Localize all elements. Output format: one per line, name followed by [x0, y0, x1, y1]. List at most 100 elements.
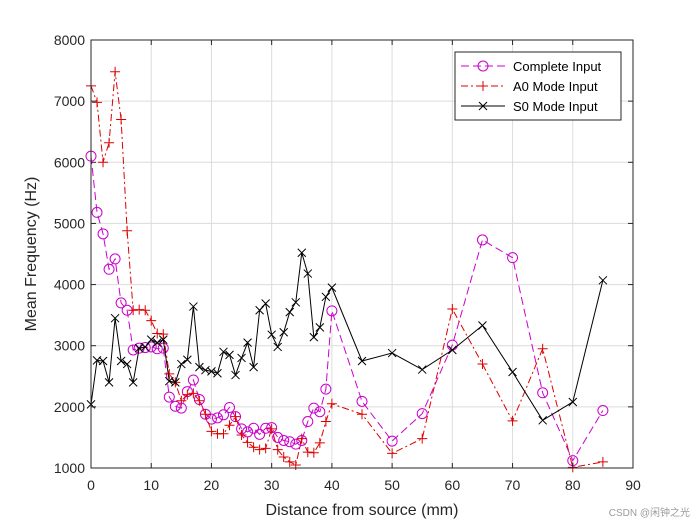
x-tick-label: 20: [204, 477, 220, 493]
data-point-s0-mode-input: [207, 367, 216, 376]
data-point-a0-mode-input: [296, 433, 307, 444]
data-point-a0-mode-input: [507, 415, 518, 426]
data-point-complete-input: [157, 342, 169, 354]
data-point-complete-input: [302, 416, 314, 428]
data-point-s0-mode-input: [598, 275, 608, 285]
x-tick-label: 90: [625, 477, 641, 493]
data-point-complete-input: [217, 409, 229, 421]
data-point-a0-mode-input: [122, 225, 133, 236]
data-point-a0-mode-input: [266, 423, 277, 434]
data-point-complete-input: [109, 253, 121, 265]
data-point-s0-mode-input: [261, 299, 270, 308]
data-point-a0-mode-input: [140, 305, 151, 316]
data-point-complete-input: [537, 387, 549, 399]
y-tick-label: 1000: [54, 460, 85, 476]
data-point-s0-mode-input: [176, 359, 186, 369]
data-point-a0-mode-input: [188, 388, 199, 399]
data-point-s0-mode-input: [122, 359, 132, 369]
x-tick-label: 40: [324, 477, 340, 493]
data-point-s0-mode-input: [219, 347, 228, 357]
x-tick-label: 50: [384, 477, 400, 493]
legend-label-a0-mode-input: A0 Mode Input: [513, 79, 598, 94]
y-tick-label: 7000: [54, 93, 85, 109]
data-point-s0-mode-input: [110, 313, 120, 323]
data-point-a0-mode-input: [206, 426, 217, 437]
data-point-complete-input: [386, 435, 398, 447]
data-point-a0-mode-input: [326, 398, 337, 409]
data-point-s0-mode-input: [291, 297, 301, 307]
data-point-s0-mode-input: [297, 248, 307, 258]
data-point-s0-mode-input: [303, 269, 313, 278]
legend-item-complete-input: Complete Input: [461, 59, 602, 74]
legend-item-s0-mode-input: S0 Mode Input: [461, 99, 598, 114]
data-point-s0-mode-input: [183, 355, 192, 365]
legend: Complete Input A0 Mode Input S0 Mode Input: [454, 51, 622, 121]
ticks: 0 10 20 30 40 50 60 70 80 90 1000 2000 3000 4000 5000 6…: [54, 32, 641, 493]
data-point-complete-input: [242, 426, 254, 438]
data-point-a0-mode-input: [302, 447, 313, 458]
data-point-s0-mode-input: [273, 342, 283, 352]
data-point-s0-mode-input: [195, 362, 204, 372]
y-tick-label: 3000: [54, 338, 85, 354]
legend-marker-a0-mode-input: [478, 81, 488, 91]
data-point-complete-input: [597, 405, 609, 417]
data-point-s0-mode-input: [357, 356, 367, 366]
data-point-a0-mode-input: [224, 420, 235, 431]
data-point-s0-mode-input: [249, 362, 258, 372]
data-point-complete-input: [103, 263, 115, 275]
data-point-s0-mode-input: [267, 330, 277, 340]
data-point-complete-input: [308, 402, 320, 414]
data-point-complete-input: [507, 252, 519, 264]
legend-marker-complete-input: [477, 60, 489, 72]
data-point-a0-mode-input: [116, 114, 127, 125]
data-point-complete-input: [169, 400, 181, 412]
data-point-a0-mode-input: [158, 329, 169, 340]
data-point-complete-input: [151, 343, 163, 355]
series-a0-mode-input: [86, 66, 608, 473]
data-point-a0-mode-input: [128, 305, 139, 316]
data-point-complete-input: [115, 297, 127, 309]
x-tick-label: 60: [445, 477, 461, 493]
data-point-a0-mode-input: [182, 389, 193, 400]
data-point-a0-mode-input: [176, 395, 187, 406]
data-point-s0-mode-input: [140, 342, 150, 352]
legend-item-a0-mode-input: A0 Mode Input: [461, 79, 598, 94]
data-point-a0-mode-input: [477, 359, 488, 370]
data-point-complete-input: [314, 406, 326, 418]
x-tick-label: 0: [87, 477, 95, 493]
data-point-complete-input: [187, 374, 199, 386]
data-point-a0-mode-input: [92, 97, 103, 108]
y-tick-label: 6000: [54, 154, 85, 170]
data-point-a0-mode-input: [357, 409, 367, 420]
data-point-s0-mode-input: [170, 378, 180, 387]
x-tick-label: 30: [264, 477, 280, 493]
data-point-complete-input: [248, 422, 260, 434]
data-point-a0-mode-input: [134, 304, 145, 315]
x-axis-label: Distance from source (mm): [266, 502, 459, 519]
data-point-a0-mode-input: [597, 456, 608, 467]
data-point-a0-mode-input: [98, 157, 109, 168]
y-tick-label: 4000: [54, 277, 85, 293]
data-point-s0-mode-input: [158, 335, 168, 344]
data-point-complete-input: [145, 341, 157, 353]
data-point-s0-mode-input: [315, 323, 325, 332]
y-tick-label: 2000: [54, 399, 85, 415]
data-point-s0-mode-input: [152, 338, 162, 348]
series-line-s0-mode-input: [90, 252, 604, 421]
data-point-s0-mode-input: [478, 321, 487, 330]
data-point-s0-mode-input: [327, 283, 337, 292]
data-point-s0-mode-input: [128, 378, 138, 387]
data-point-s0-mode-input: [98, 356, 108, 366]
data-point-complete-input: [211, 412, 223, 424]
data-point-complete-input: [97, 228, 109, 240]
data-point-a0-mode-input: [308, 447, 319, 458]
data-point-complete-input: [356, 395, 368, 407]
data-point-a0-mode-input: [104, 137, 115, 148]
data-point-complete-input: [91, 206, 103, 218]
data-point-a0-mode-input: [110, 66, 121, 77]
data-point-s0-mode-input: [387, 348, 397, 358]
data-point-a0-mode-input: [200, 409, 211, 420]
data-point-s0-mode-input: [104, 378, 114, 387]
plot-border: [90, 39, 634, 469]
